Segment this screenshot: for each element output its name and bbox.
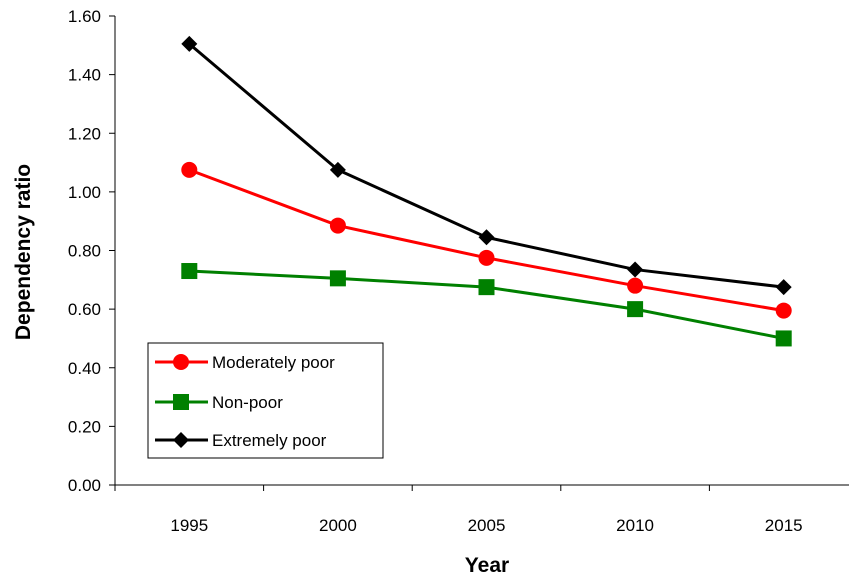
data-point (329, 217, 346, 234)
series-moderately-poor (181, 161, 792, 319)
legend-marker (173, 394, 189, 410)
series-extremely-poor (181, 35, 792, 296)
data-point (775, 330, 792, 347)
data-point (627, 277, 644, 294)
y-tick-label: 1.60 (68, 7, 101, 26)
x-tick-label: 2010 (616, 516, 654, 535)
x-tick-label: 2000 (319, 516, 357, 535)
y-tick-label: 1.40 (68, 66, 101, 85)
x-axis-ticks: 1995 2000 2005 2010 2015 (114, 485, 803, 535)
legend-label: Non-poor (212, 393, 283, 412)
y-axis-title: Dependency ratio (12, 164, 35, 340)
data-point (478, 249, 495, 266)
data-point (775, 302, 792, 319)
y-tick-label: 0.60 (68, 300, 101, 319)
data-point (478, 279, 495, 296)
legend-label: Moderately poor (212, 353, 335, 372)
y-axis-ticks: 0.00 0.20 0.40 0.60 0.80 1.00 1.20 1.40 1.60 (68, 7, 115, 495)
data-point (627, 301, 644, 318)
legend-marker (173, 354, 189, 370)
series-group (181, 35, 792, 347)
x-tick-label: 2015 (765, 516, 803, 535)
legend-item: Non-poor (155, 393, 283, 412)
series-non-poor (181, 263, 792, 347)
legend-item: Moderately poor (155, 353, 335, 372)
data-point (329, 270, 346, 287)
data-point (627, 261, 644, 278)
legend-marker (173, 432, 189, 448)
data-point (181, 161, 198, 178)
x-tick-label: 2005 (468, 516, 506, 535)
data-point (181, 35, 198, 52)
y-tick-label: 0.80 (68, 242, 101, 261)
data-point (181, 263, 198, 280)
x-axis-title: Year (465, 554, 509, 577)
legend: Moderately poor Non-poor Extremely poor (147, 342, 384, 459)
legend-label: Extremely poor (212, 431, 327, 450)
y-tick-label: 1.20 (68, 124, 101, 143)
y-tick-label: 0.20 (68, 417, 101, 436)
legend-item: Extremely poor (155, 431, 327, 450)
x-tick-label: 1995 (170, 516, 208, 535)
data-point (478, 229, 495, 246)
y-tick-label: 0.00 (68, 476, 101, 495)
data-point (329, 161, 346, 178)
data-point (775, 279, 792, 296)
y-tick-label: 0.40 (68, 359, 101, 378)
y-tick-label: 1.00 (68, 183, 101, 202)
